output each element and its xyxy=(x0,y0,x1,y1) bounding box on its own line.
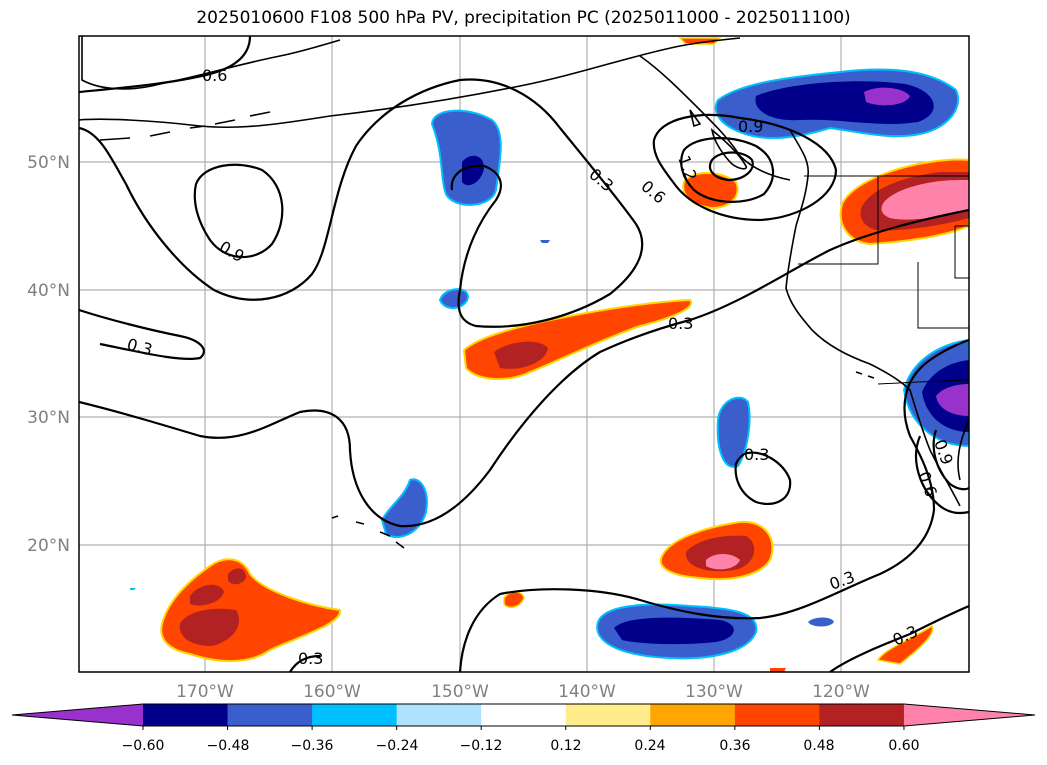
contour-label: 0.3 xyxy=(298,649,323,668)
lon-tick-label: 120°W xyxy=(812,682,870,702)
lat-tick-label: 30°N xyxy=(27,408,70,428)
contour-0-3-small xyxy=(734,451,792,506)
contour-1-2-low xyxy=(708,151,754,182)
pos-blob-southeast xyxy=(876,624,934,665)
pos-blob-bottom xyxy=(770,668,786,672)
contour-label: 0.3 xyxy=(744,445,769,464)
pos-blob-pnw-peak xyxy=(881,180,969,220)
contour-0-9-west xyxy=(193,163,284,259)
mexico-coast xyxy=(957,419,969,481)
neg-blob-tiny xyxy=(130,588,136,590)
lat-tick-label: 40°N xyxy=(27,281,70,301)
lon-tick-label: 130°W xyxy=(685,682,743,702)
neg-blob-small-b xyxy=(808,617,834,627)
borders xyxy=(798,175,969,385)
negative-anomaly-areas xyxy=(130,68,969,660)
colorbar-tick-label: 0.48 xyxy=(803,738,834,754)
lon-tick-label: 170°W xyxy=(176,682,234,702)
lon-tick-label: 140°W xyxy=(558,682,616,702)
neg-blob-dot xyxy=(540,240,550,243)
contour-0-6-north xyxy=(79,36,252,94)
aleutian-chain xyxy=(99,111,271,141)
neg-blob-hawaii xyxy=(380,478,428,539)
colorbar-tick-label: −0.60 xyxy=(122,738,165,754)
contour-label: 0.3 xyxy=(668,314,693,333)
lon-tick-label: 160°W xyxy=(303,682,361,702)
colorbar-tick-label: −0.12 xyxy=(460,738,503,754)
contour-0-3-main xyxy=(79,78,644,328)
neg-blob-gulf-of-alaska-peak xyxy=(864,87,910,106)
colorbar xyxy=(11,703,1036,730)
neg-blob-south-core xyxy=(614,617,734,645)
colorbar-tick-label: 0.60 xyxy=(888,738,919,754)
pv-contours xyxy=(79,36,969,672)
contour-0-3-sw-bottom xyxy=(289,654,321,672)
contour-0-3-sw xyxy=(79,308,205,360)
contour-0-9-baja xyxy=(932,429,969,491)
contour-0-6-baja xyxy=(915,435,969,515)
colorbar-segment xyxy=(650,704,736,726)
lon-tick-label: 150°W xyxy=(431,682,489,702)
colorbar-tick-label: 0.36 xyxy=(719,738,750,754)
lat-tick-label: 50°N xyxy=(27,153,70,173)
contour-0-3-south xyxy=(458,338,969,672)
colorbar-tick-label: 0.12 xyxy=(550,738,581,754)
neg-blob-north-pacific xyxy=(430,109,502,206)
pos-blob-west-south-core-c xyxy=(228,568,246,585)
pos-blob-subtropical-core xyxy=(494,341,548,369)
contour-label: 0.9 xyxy=(738,117,763,136)
vancouver-island xyxy=(710,128,748,170)
se-alaska-coast xyxy=(639,55,791,181)
neg-blob-small-a xyxy=(438,288,470,310)
west-coast-usa xyxy=(785,225,911,391)
map-frame xyxy=(78,35,970,673)
channel-islands xyxy=(855,371,875,379)
contour-0-3-mid xyxy=(79,208,969,528)
contour-label: 0.6 xyxy=(202,66,227,85)
positive-anomaly-areas xyxy=(160,37,969,672)
colorbar-segment xyxy=(734,704,820,726)
colorbar-segment xyxy=(227,704,313,726)
lon-axis-labels: 170°W 160°W 150°W 140°W 130°W 120°W xyxy=(176,682,870,702)
hawaii-islands xyxy=(331,515,405,549)
pos-blob-west-south-core-a xyxy=(179,608,239,646)
colorbar-segment xyxy=(565,704,651,726)
colorbar-segment xyxy=(12,704,143,726)
pos-blob-central-south-peak xyxy=(706,554,740,570)
colorbar-segment xyxy=(312,704,398,726)
lat-axis-labels: 50°N 40°N 30°N 20°N xyxy=(27,153,70,556)
colorbar-segment xyxy=(481,704,567,726)
pos-blob-west-south-core-b xyxy=(190,584,224,606)
contour-0-6-low xyxy=(652,113,838,222)
colorbar-tick-label: 0.24 xyxy=(634,738,665,754)
colorbar-segment xyxy=(396,704,482,726)
gridlines xyxy=(79,36,969,672)
colorbar-tick-label: −0.36 xyxy=(291,738,334,754)
colorbar-segment xyxy=(143,704,229,726)
colorbar-segment xyxy=(819,704,905,726)
queen-charlotte xyxy=(689,109,702,128)
contour-0-3-se xyxy=(829,604,969,672)
colorbar-tick-label: −0.24 xyxy=(376,738,419,754)
baja-coast xyxy=(909,389,961,507)
contour-0-9-low xyxy=(680,137,775,203)
chart-title: 2025010600 F108 500 hPa PV, precipitatio… xyxy=(196,8,851,28)
pos-blob-top xyxy=(678,37,722,45)
neg-blob-north-pacific-core xyxy=(462,155,484,186)
colorbar-tick-label: −0.48 xyxy=(207,738,250,754)
colorbar-segment xyxy=(903,704,1035,726)
alaska-coast xyxy=(79,37,741,129)
colorbar-labels: −0.60 −0.48 −0.36 −0.24 −0.12 0.12 0.24 … xyxy=(122,738,920,754)
lat-tick-label: 20°N xyxy=(27,536,70,556)
neg-blob-baja-peak xyxy=(936,384,969,416)
neg-blob-central xyxy=(716,396,751,468)
